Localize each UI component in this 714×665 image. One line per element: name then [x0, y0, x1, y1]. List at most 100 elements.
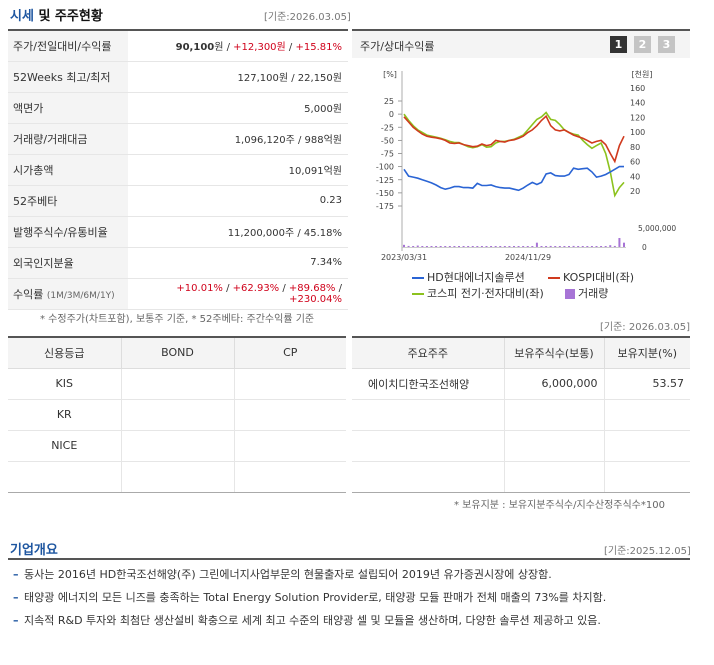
- volume-bar: [490, 246, 493, 247]
- chart-page-3-button[interactable]: 3: [658, 36, 675, 53]
- reference-date: [기준:2026.03.05]: [264, 12, 351, 23]
- volume-bar: [554, 246, 557, 247]
- stake-cell: [603, 430, 690, 462]
- left-axis-unit: [%]: [383, 70, 397, 79]
- section-title-rest: 및 주주현황: [33, 9, 103, 24]
- row-label: 52주베타: [8, 185, 128, 217]
- overview-divider: [8, 558, 690, 560]
- row-label: 수익률 (1M/3M/6M/1Y): [8, 278, 128, 310]
- volume-bar: [458, 246, 460, 247]
- cp-cell: [233, 430, 346, 462]
- left-tick-label: -150: [376, 189, 394, 198]
- volume-bar: [590, 246, 593, 247]
- table-row: 52Weeks 최고/최저 127,100원 / 22,150원: [8, 61, 348, 93]
- legend-line-icon: [548, 277, 560, 279]
- shares-cell: 6,000,000: [503, 368, 604, 400]
- row-label: 주가/전일대비/수익률: [8, 29, 128, 62]
- x-tick-label: 2023/03/31: [381, 253, 427, 262]
- left-tick-label: -75: [381, 150, 394, 159]
- stake-cell: [603, 399, 690, 431]
- column-header: 주요주주: [352, 336, 504, 369]
- volume-bar: [508, 246, 511, 247]
- left-tick-label: 0: [389, 110, 394, 119]
- volume-bar: [572, 245, 575, 247]
- left-tick-label: -25: [381, 123, 394, 132]
- holders-reference-date: [기준: 2026.03.05]: [600, 322, 691, 333]
- right-tick-label: 40: [630, 172, 640, 181]
- volume-bar: [595, 246, 598, 247]
- chart-page-1-button[interactable]: 1: [610, 36, 627, 53]
- major-holders-table: 주요주주 보유주식수(보통) 보유지분(%) 에이치디한국조선해양 6,000,0…: [352, 336, 690, 493]
- holder-name-cell: [352, 430, 504, 462]
- table-row: KR: [8, 399, 346, 431]
- bond-cell: [120, 430, 234, 462]
- left-tick-label: 25: [384, 97, 394, 106]
- table-row: 외국인지분율 7.34%: [8, 247, 348, 279]
- returns-period-label: (1M/3M/6M/1Y): [46, 290, 115, 301]
- row-label: 발행주식수/유통비율: [8, 216, 128, 248]
- volume-bar: [535, 242, 538, 247]
- left-tick-label: -50: [381, 136, 394, 145]
- row-value: 11,200,000주 / 45.18%: [128, 216, 348, 248]
- volume-bar: [467, 246, 470, 247]
- row-value: 127,100원 / 22,150원: [128, 61, 348, 93]
- chart-page-2-button[interactable]: 2: [634, 36, 651, 53]
- legend-item-sector: 코스피 전기·전자대비(좌): [412, 285, 544, 301]
- volume-bar: [600, 246, 603, 247]
- holder-name-cell: 에이치디한국조선해양: [352, 368, 504, 400]
- legend-line-icon: [412, 293, 424, 295]
- row-label: 거래량/거래대금: [8, 123, 128, 155]
- price-unit: 원: [214, 42, 224, 54]
- table-row: 52주베타 0.23: [8, 185, 348, 217]
- volume-bar: [581, 246, 584, 247]
- table-header-row: 신용등급 BOND CP: [8, 336, 346, 369]
- return-1m: +10.01%: [176, 282, 223, 294]
- legend-square-icon: [565, 289, 575, 299]
- overview-title: 기업개요: [10, 543, 58, 558]
- column-header: 보유주식수(보통): [503, 336, 604, 369]
- table-header-row: 주요주주 보유주식수(보통) 보유지분(%): [352, 336, 690, 369]
- price-rate: +15.81%: [295, 42, 342, 54]
- stake-cell: 53.57: [603, 368, 690, 400]
- table-row: 수익률 (1M/3M/6M/1Y) +10.01% / +62.93% / +8…: [8, 278, 348, 310]
- series-line-1: [403, 114, 625, 164]
- volume-bar: [531, 246, 534, 247]
- volume-bar: [494, 246, 497, 247]
- volume-tick-label: 5,000,000: [638, 224, 676, 233]
- table-row: [352, 399, 690, 431]
- separator: /: [285, 42, 296, 54]
- stake-cell: [603, 461, 690, 493]
- volume-bar: [549, 245, 552, 247]
- volume-bar: [558, 246, 561, 247]
- volume-bar: [430, 246, 433, 247]
- volume-tick-label: 0: [642, 243, 647, 252]
- price-table: 주가/전일대비/수익률 90,100원 / +12,300원 / +15.81%…: [8, 29, 348, 310]
- column-header: CP: [233, 336, 346, 369]
- volume-bar: [563, 246, 566, 247]
- column-header: BOND: [120, 336, 234, 369]
- legend-label: 거래량: [578, 287, 609, 300]
- right-tick-label: 120: [630, 113, 645, 122]
- section-title-accent: 시세: [10, 9, 34, 24]
- return-6m: +89.68%: [288, 282, 336, 294]
- price-change: +12,300원: [233, 42, 286, 54]
- volume-bar: [568, 246, 570, 247]
- table-row: [8, 461, 346, 493]
- overview-list: – 동사는 2016년 HD한국조선해양(주) 그린에너지사업부문의 현물출자로 …: [10, 566, 705, 635]
- table-row: [352, 430, 690, 462]
- list-item: – 태양광 에너지의 모든 니즈를 충족하는 Total Energy Solut…: [10, 589, 705, 612]
- volume-bar: [439, 246, 442, 247]
- volume-bar: [526, 246, 529, 247]
- right-tick-label: 80: [630, 143, 640, 152]
- legend-line-icon: [412, 277, 424, 279]
- volume-bar: [545, 246, 548, 247]
- table-row: 에이치디한국조선해양 6,000,000 53.57: [352, 368, 690, 400]
- volume-bar: [540, 246, 543, 247]
- current-price: 90,100: [175, 42, 215, 54]
- dash-bullet-icon: –: [13, 614, 19, 627]
- cp-cell: [233, 368, 346, 400]
- table-row: 거래량/거래대금 1,096,120주 / 988억원: [8, 123, 348, 155]
- holders-note: * 보유지분 : 보유지분주식수/지수산정주식수*100: [454, 500, 665, 511]
- volume-bar: [485, 246, 488, 247]
- bond-cell: [120, 461, 234, 493]
